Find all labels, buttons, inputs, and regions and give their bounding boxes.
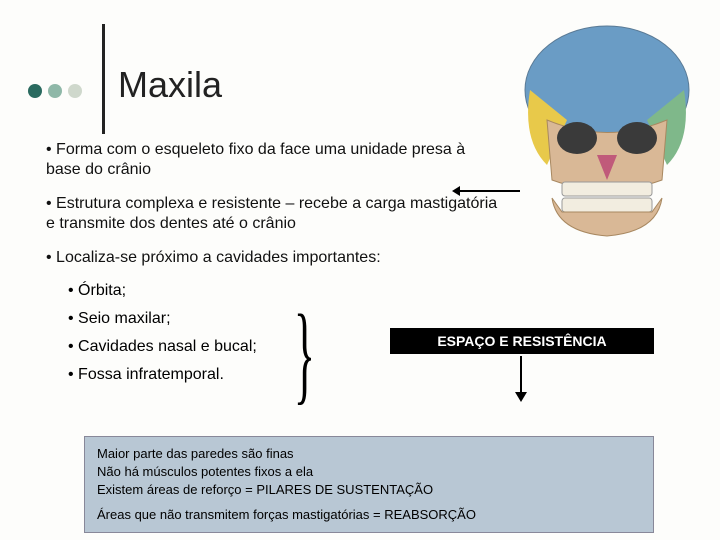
arrow-left-icon [460,190,520,192]
bullet-1: • Forma com o esqueleto fixo da face uma… [46,140,466,180]
sub-2: • Seio maxilar; [68,310,700,328]
sub-4: • Fossa infratemporal. [68,366,700,384]
arrow-down-icon [520,356,522,392]
info-line-4: Áreas que não transmitem forças mastigat… [97,506,641,524]
bullet-2: • Estrutura complexa e resistente – rece… [46,194,506,234]
dot-1 [28,84,42,98]
info-line-1: Maior parte das paredes são finas [97,445,641,463]
info-line-2: Não há músculos potentes fixos a ela [97,463,641,481]
brace-icon: } [294,290,315,417]
emphasis-bar: ESPAÇO E RESISTÊNCIA [390,328,654,354]
info-line-3: Existem áreas de reforço = PILARES DE SU… [97,481,641,499]
bullet-3: • Localiza-se próximo a cavidades import… [46,248,700,268]
page-title: Maxila [118,64,222,106]
info-box: Maior parte das paredes são finas Não há… [84,436,654,533]
sub-1: • Órbita; [68,282,700,300]
dot-3 [68,84,82,98]
title-divider [102,24,105,134]
skull-illustration [512,20,702,240]
title-dots [28,84,82,98]
dot-2 [48,84,62,98]
